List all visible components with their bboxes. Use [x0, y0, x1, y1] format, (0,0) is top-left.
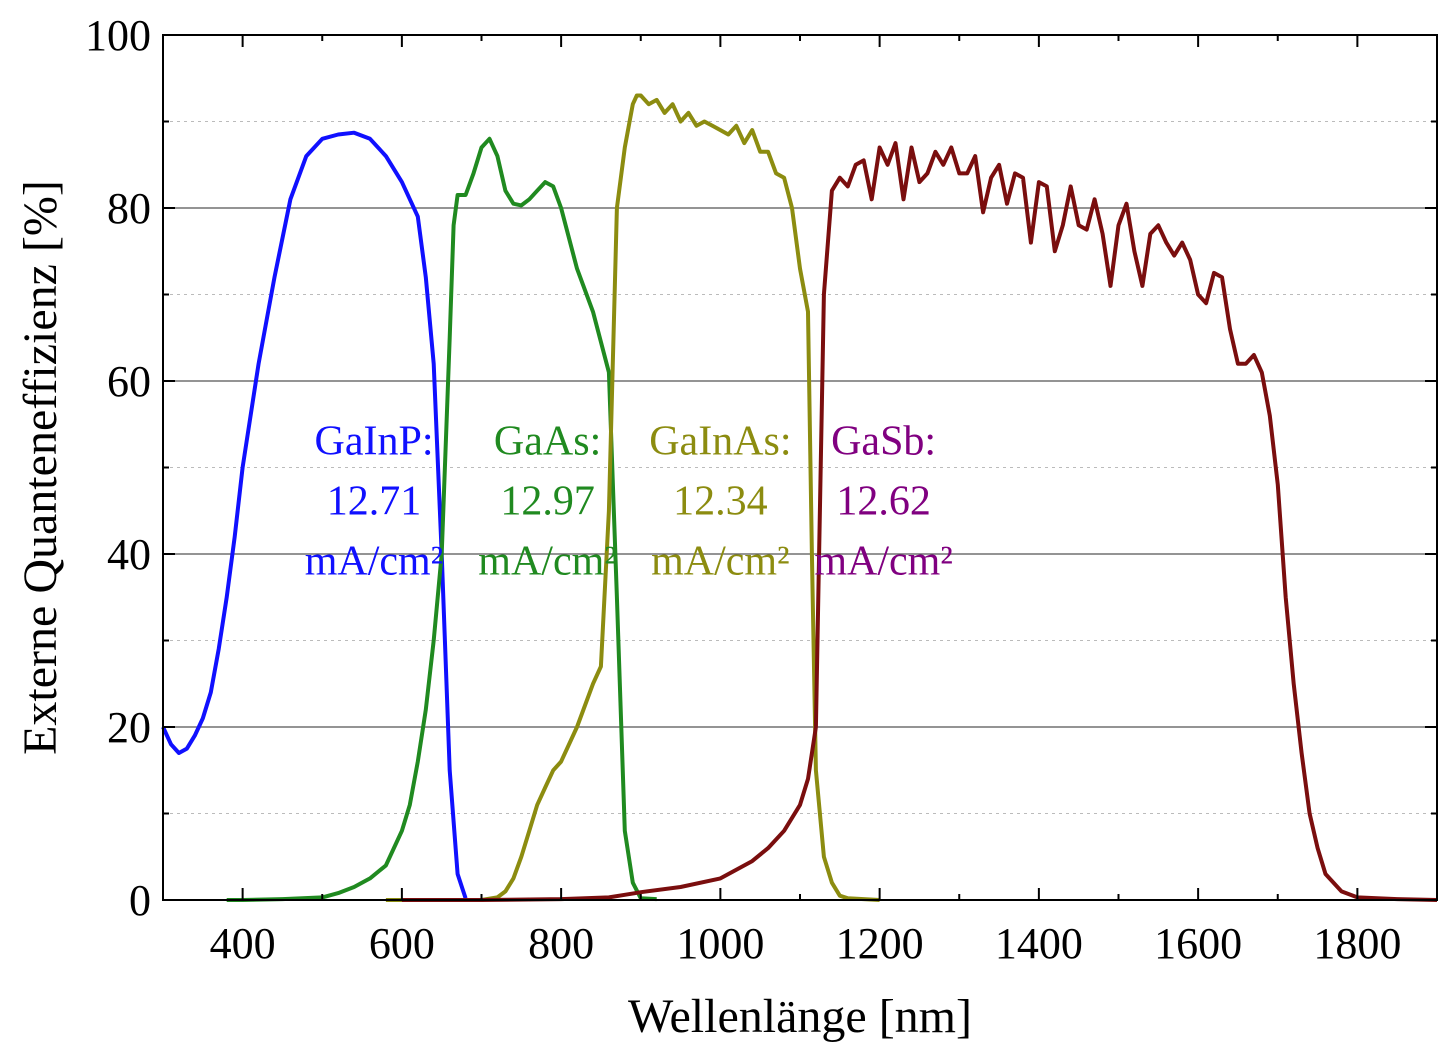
grid-lines: [163, 121, 1437, 814]
x-tick-label: 1400: [995, 919, 1083, 968]
x-tick-label: 1200: [836, 919, 924, 968]
annotation-line: GaSb:: [831, 419, 936, 465]
series-group: [161, 93, 1438, 902]
annotation-line: 12.34: [673, 479, 768, 525]
annotation-line: GaInP:: [315, 419, 434, 465]
series-annotations: GaInP: 12.71 mA/cm² GaAs: 12.97 mA/cm² GaInAs:…: [305, 419, 953, 585]
axis-ticks: [162, 34, 1438, 901]
annotation-line: GaInAs:: [649, 419, 791, 465]
y-tick-label: 80: [107, 184, 151, 233]
annotation-line: mA/cm²: [651, 539, 790, 585]
annotation-line: GaAs:: [494, 419, 601, 465]
x-axis-label: Wellenlänge [nm]: [628, 990, 972, 1043]
y-axis-label: Externe Quanteneffizienz [%]: [14, 180, 67, 755]
x-tick-label: 1800: [1313, 919, 1401, 968]
x-tick-label: 1600: [1154, 919, 1242, 968]
tick-labels: 400 600 800 1000 1200 1400 1600 1800 0 20 40 60 80 10…: [85, 11, 1401, 968]
x-tick-label: 400: [210, 919, 276, 968]
series-line-2: [385, 93, 880, 902]
annotation-line: mA/cm²: [305, 539, 444, 585]
y-tick-label: 20: [107, 703, 151, 752]
annotation-line: 12.71: [327, 479, 422, 525]
annotation-line: mA/cm²: [814, 539, 953, 585]
series-line-1: [226, 136, 657, 902]
y-tick-label: 100: [85, 11, 151, 60]
annotation-line: 12.62: [836, 479, 931, 525]
series-line-3: [401, 141, 1438, 902]
annotation-line: mA/cm²: [478, 539, 617, 585]
y-tick-label: 0: [129, 876, 151, 925]
annotation-line: 12.97: [500, 479, 595, 525]
x-tick-label: 1000: [676, 919, 764, 968]
series-line-0: [161, 130, 468, 899]
x-tick-label: 600: [369, 919, 435, 968]
x-tick-label: 800: [528, 919, 594, 968]
y-tick-label: 40: [107, 530, 151, 579]
y-tick-label: 60: [107, 357, 151, 406]
